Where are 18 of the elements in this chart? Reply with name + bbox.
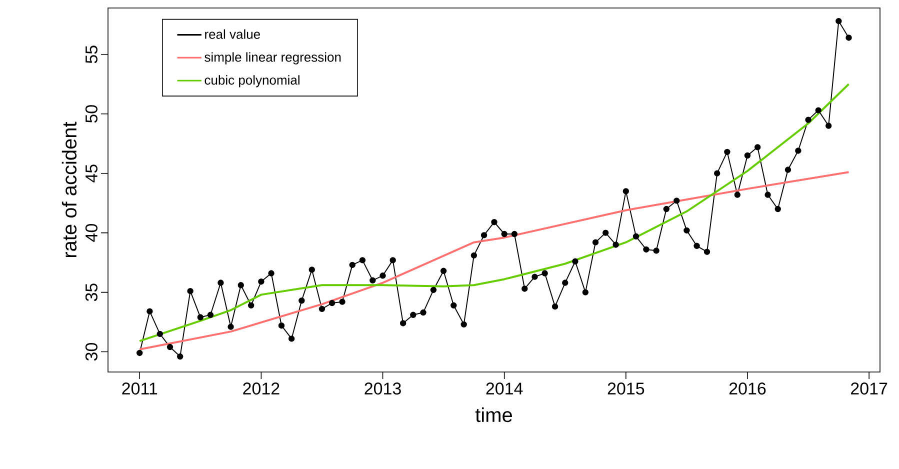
y-tick-label: 35	[85, 284, 98, 302]
y-tick-label: 40	[85, 224, 98, 242]
x-tick-label: 2014	[486, 382, 523, 395]
legend-label: real value	[205, 29, 260, 39]
legend-label: cubic polynomial	[204, 75, 300, 88]
x-tick-label: 2011	[122, 382, 158, 395]
x-tick-label: 2017	[851, 382, 888, 395]
x-tick-label: 2016	[729, 382, 766, 395]
x-tick-label: 2015	[608, 382, 644, 395]
legend-label: simple linear regression	[204, 52, 341, 64]
x-axis-title: time	[475, 407, 512, 422]
y-tick-label: 45	[86, 164, 98, 182]
y-tick-label: 55	[86, 46, 98, 64]
y-tick-label: 30	[85, 342, 98, 361]
y-axis-title: rate of accident	[62, 122, 77, 258]
x-tick-label: 2012	[243, 382, 280, 395]
x-tick-label: 2013	[364, 382, 401, 395]
y-tick-label: 50	[85, 105, 98, 123]
